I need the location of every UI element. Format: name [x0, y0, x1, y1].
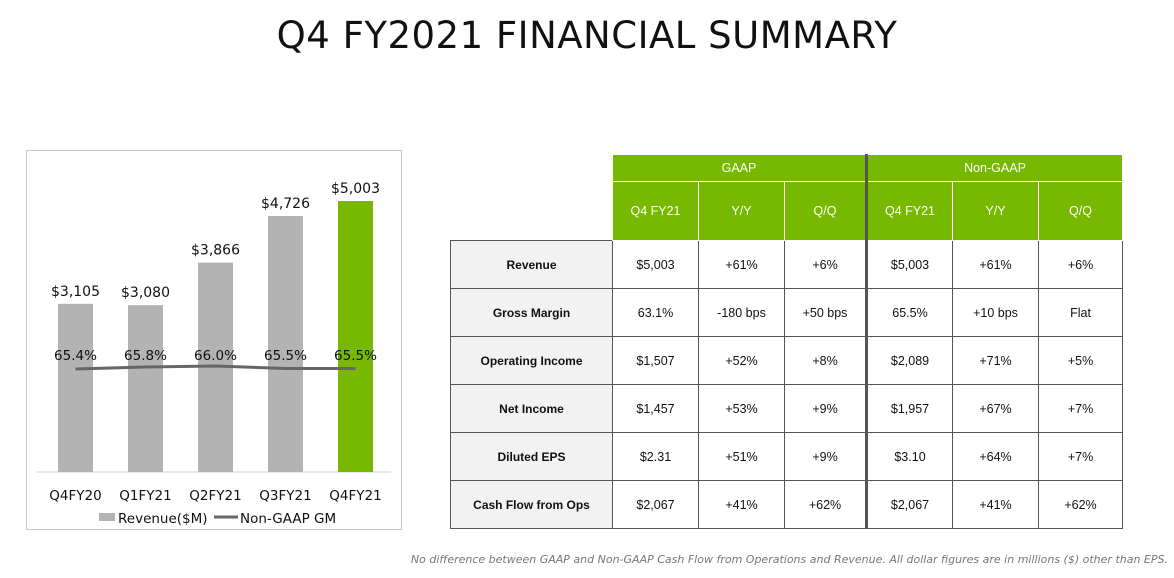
revenue-bar — [58, 303, 93, 472]
revenue-bar-label: $3,866 — [191, 243, 240, 259]
table-cell: +53% — [698, 384, 785, 433]
column-header-row: Q4 FY21 Y/Y Q/Q Q4 FY21 Y/Y Q/Q — [450, 181, 1123, 241]
col-nongaap-qq: Q/Q — [1038, 181, 1123, 241]
table-row: Operating Income $1,507 +52% +8% $2,089 +71% +… — [450, 336, 1123, 385]
table-cell: $2,067 — [612, 480, 699, 529]
row-label: Gross Margin — [450, 288, 613, 337]
non-gaap-gm-line — [75, 364, 356, 371]
revenue-bar-label: $5,003 — [331, 181, 380, 197]
table-body: Revenue $5,003 +61% +6% $5,003 +61% +6% Gross M… — [450, 240, 1123, 529]
gm-point-label: 65.8% — [124, 348, 167, 364]
revenue-bar — [338, 201, 373, 472]
gaap-group-header: GAAP — [612, 154, 867, 182]
gm-point-label: 66.0% — [194, 348, 237, 364]
row-label: Revenue — [450, 240, 613, 289]
table-cell: 63.1% — [612, 288, 699, 337]
x-tick-label: Q1FY21 — [119, 488, 171, 504]
table-cell: +41% — [698, 480, 785, 529]
table-row: Diluted EPS $2.31 +51% +9% $3.10 +64% +7% — [450, 432, 1123, 481]
col-gaap-qq: Q/Q — [784, 181, 867, 241]
row-label: Net Income — [450, 384, 613, 433]
table-cell: $1,507 — [612, 336, 699, 385]
table-row: Net Income $1,457 +53% +9% $1,957 +67% +7% — [450, 384, 1123, 433]
gm-point-label: 65.5% — [264, 348, 307, 364]
table-cell: +52% — [698, 336, 785, 385]
table-cell: $5,003 — [612, 240, 699, 289]
revenue-bar-label: $3,080 — [121, 285, 170, 301]
table-row: Cash Flow from Ops $2,067 +41% +62% $2,067 +4… — [450, 480, 1123, 529]
table-cell: +8% — [784, 336, 867, 385]
page-title: Q4 FY2021 FINANCIAL SUMMARY — [276, 14, 898, 57]
table-cell: +5% — [1038, 336, 1123, 385]
table-cell: -180 bps — [698, 288, 785, 337]
table-cell: $2,067 — [865, 480, 953, 529]
table-cell: +6% — [784, 240, 867, 289]
legend-revenue-label: Revenue($M) — [118, 511, 208, 527]
revenue-bar — [268, 216, 303, 472]
row-label: Cash Flow from Ops — [450, 480, 613, 529]
x-tick-label: Q4FY20 — [49, 488, 101, 504]
table-cell: $3.10 — [865, 432, 953, 481]
table-cell: +9% — [784, 384, 867, 433]
revenue-bar-label: $4,726 — [261, 196, 310, 212]
group-header-row: GAAP Non-GAAP — [450, 154, 1123, 182]
financial-summary-table: GAAP Non-GAAP Q4 FY21 Y/Y Q/Q Q4 FY21 Y/… — [450, 154, 1123, 529]
table-cell: +61% — [698, 240, 785, 289]
col-gaap-q4fy21: Q4 FY21 — [612, 181, 699, 241]
table-cell: +71% — [952, 336, 1039, 385]
table-cell: $1,457 — [612, 384, 699, 433]
legend-revenue-swatch — [99, 513, 115, 521]
table-cell: +41% — [952, 480, 1039, 529]
x-tick-label: Q2FY21 — [189, 488, 241, 504]
table-cell: +64% — [952, 432, 1039, 481]
table-cell: +50 bps — [784, 288, 867, 337]
table-cell: +51% — [698, 432, 785, 481]
revenue-chart: $3,105 Q4FY20 $3,080 Q1FY21 $3,866 Q2FY21 $4,7… — [26, 150, 402, 530]
table-cell: Flat — [1038, 288, 1123, 337]
chart-svg: $3,105 Q4FY20 $3,080 Q1FY21 $3,866 Q2FY21 $4,7… — [37, 181, 391, 527]
footnote: No difference between GAAP and Non-GAAP … — [410, 553, 1168, 566]
col-gaap-yy: Y/Y — [698, 181, 785, 241]
x-tick-label: Q3FY21 — [259, 488, 311, 504]
table-cell: $5,003 — [865, 240, 953, 289]
table-cell: +10 bps — [952, 288, 1039, 337]
table-row: Revenue $5,003 +61% +6% $5,003 +61% +6% — [450, 240, 1123, 289]
row-label: Diluted EPS — [450, 432, 613, 481]
col-nongaap-q4fy21: Q4 FY21 — [865, 181, 953, 241]
table-cell: +61% — [952, 240, 1039, 289]
row-label: Operating Income — [450, 336, 613, 385]
revenue-bar-label: $3,105 — [51, 284, 100, 300]
table-cell: +6% — [1038, 240, 1123, 289]
gm-point-label: 65.5% — [334, 348, 377, 364]
table-cell: $2,089 — [865, 336, 953, 385]
table-cell: 65.5% — [865, 288, 953, 337]
gm-point-label: 65.4% — [54, 348, 97, 364]
table-cell: +67% — [952, 384, 1039, 433]
col-nongaap-yy: Y/Y — [952, 181, 1039, 241]
table-cell: +7% — [1038, 384, 1123, 433]
table-cell: +62% — [784, 480, 867, 529]
table-cell: +7% — [1038, 432, 1123, 481]
table-corner — [450, 154, 613, 182]
legend-gm-label: Non-GAAP GM — [240, 511, 336, 527]
table-corner-2 — [450, 181, 613, 241]
table-cell: +62% — [1038, 480, 1123, 529]
table-cell: $1,957 — [865, 384, 953, 433]
non-gaap-group-header: Non-GAAP — [865, 154, 1123, 182]
x-tick-label: Q4FY21 — [329, 488, 381, 504]
revenue-bar — [128, 305, 163, 472]
table-cell: $2.31 — [612, 432, 699, 481]
table-cell: +9% — [784, 432, 867, 481]
table-row: Gross Margin 63.1% -180 bps +50 bps 65.5% +10… — [450, 288, 1123, 337]
